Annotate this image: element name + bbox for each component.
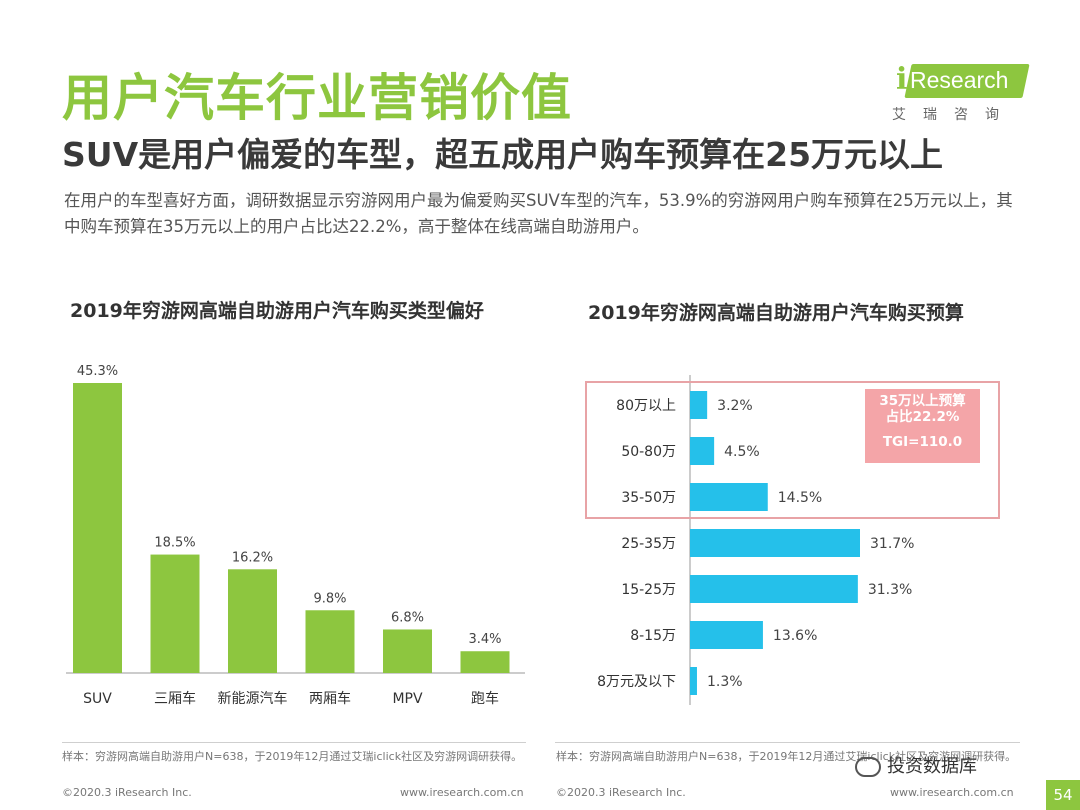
right-divider: [555, 742, 1020, 743]
watermark: 投资数据库: [855, 752, 977, 778]
page-subtitle: SUV是用户偏爱的车型，超五成用户购车预算在25万元以上: [62, 135, 944, 174]
intro-paragraph: 在用户的车型喜好方面，调研数据显示穷游网用户最为偏爱购买SUV车型的汽车，53.…: [64, 191, 1013, 236]
hbar-value-label-0: 3.2%: [717, 398, 753, 414]
hbar-value-label-2: 14.5%: [778, 490, 822, 506]
bar-2: [228, 569, 277, 673]
bar-5: [460, 651, 510, 673]
left-chart-title: 2019年穷游网高端自助游用户汽车购买类型偏好: [70, 300, 484, 322]
hbar-1: [690, 437, 715, 465]
category-label-4: MPV: [392, 691, 423, 707]
bar-value-label-2: 16.2%: [232, 550, 273, 565]
bar-value-label-4: 6.8%: [391, 610, 424, 625]
left-copyright: ©2020.3 iResearch Inc.: [62, 786, 192, 799]
hbar-category-label-5: 8-15万: [630, 628, 676, 644]
logo-text: Research: [910, 67, 1009, 93]
car-type-bar-chart: 45.3% SUV 18.5% 三厢车 16.2% 新能源汽车 9.8% 两厢车 6.8% MPV…: [66, 364, 525, 707]
hbar-value-label-1: 4.5%: [724, 444, 760, 460]
bar-value-label-0: 45.3%: [77, 364, 118, 379]
hbar-category-label-6: 8万元及以下: [597, 674, 676, 690]
badge-tgi: TGI=110.0: [882, 434, 963, 450]
hbar-value-label-3: 31.7%: [870, 536, 914, 552]
logo-chinese: 艾瑞咨询: [892, 107, 1016, 123]
left-url: www.iresearch.com.cn: [400, 786, 524, 799]
hbar-category-label-1: 50-80万: [621, 444, 676, 460]
page-number: 54: [1046, 780, 1080, 810]
budget-bar-chart: 3.2% 80万以上 4.5% 50-80万 14.5% 35-50万 31.7% 25-35…: [597, 375, 914, 705]
bar-value-label-1: 18.5%: [154, 536, 195, 551]
bar-value-label-3: 9.8%: [313, 591, 346, 606]
logo-i: i: [896, 62, 908, 97]
wechat-icon: [855, 757, 881, 777]
badge-line2: 占比22.2%: [885, 409, 960, 425]
category-label-5: 跑车: [471, 690, 499, 707]
hbar-6: [690, 667, 697, 695]
bar-0: [73, 383, 122, 673]
right-url: www.iresearch.com.cn: [890, 786, 1014, 799]
right-chart-title: 2019年穷游网高端自助游用户汽车购买预算: [588, 302, 964, 324]
hbar-category-label-0: 80万以上: [616, 398, 676, 414]
hbar-5: [690, 621, 763, 649]
iresearch-logo: i Research 艾瑞咨询: [888, 60, 1038, 130]
hbar-3: [690, 529, 860, 557]
page-title: 用户汽车行业营销价值: [62, 69, 572, 127]
left-divider: [62, 742, 526, 743]
hbar-2: [690, 483, 768, 511]
right-copyright: ©2020.3 iResearch Inc.: [556, 786, 686, 799]
bar-4: [383, 629, 432, 673]
hbar-category-label-3: 25-35万: [621, 536, 676, 552]
category-label-0: SUV: [83, 691, 112, 707]
highlight-box: [585, 381, 1000, 519]
hbar-value-label-4: 31.3%: [868, 582, 912, 598]
highlight-badge: 35万以上预算 占比22.2% TGI=110.0: [865, 389, 980, 463]
hbar-value-label-5: 13.6%: [773, 628, 817, 644]
bar-3: [305, 610, 355, 673]
hbar-0: [690, 391, 708, 419]
hbar-4: [690, 575, 858, 603]
hbar-category-label-4: 15-25万: [621, 582, 676, 598]
category-label-3: 两厢车: [309, 690, 351, 707]
category-label-2: 新能源汽车: [218, 690, 288, 707]
watermark-text: 投资数据库: [887, 756, 977, 777]
hbar-value-label-6: 1.3%: [707, 674, 743, 690]
left-sample-note: 样本：穷游网高端自助游用户N=638，于2019年12月通过艾瑞iclick社区…: [62, 750, 523, 763]
badge-line1: 35万以上预算: [879, 393, 966, 409]
bar-1: [150, 554, 200, 673]
right-sample-note: 样本：穷游网高端自助游用户N=638，于2019年12月通过艾瑞iclick社区…: [556, 750, 1017, 763]
hbar-category-label-2: 35-50万: [621, 490, 676, 506]
bar-value-label-5: 3.4%: [468, 632, 501, 647]
category-label-1: 三厢车: [154, 690, 196, 707]
